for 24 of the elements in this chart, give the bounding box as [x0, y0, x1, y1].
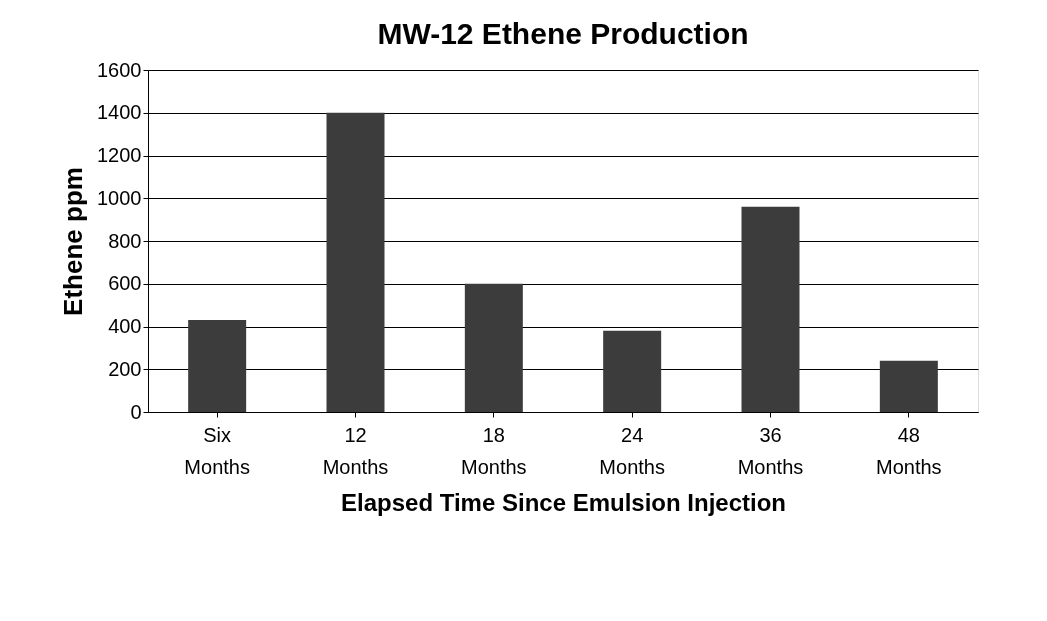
x-tick-label: 12 Months [322, 423, 389, 478]
bar [464, 283, 523, 412]
bar [603, 330, 662, 412]
bar [879, 360, 938, 412]
x-tick-label: 48 Months [876, 423, 942, 478]
x-axis-title: Elapsed Time Since Emulsion Injection [340, 488, 787, 516]
y-tick-label: 600 [108, 272, 142, 295]
bar [326, 112, 385, 412]
x-tick-label: 24 Months [599, 423, 665, 478]
y-tick-label: 1400 [97, 101, 142, 124]
y-tick-label: 800 [108, 229, 142, 252]
y-tick-label: 1000 [97, 186, 142, 209]
y-tick-label: 400 [108, 315, 142, 337]
x-tick-label: 36 Months [737, 423, 804, 478]
bar [188, 320, 247, 412]
y-axis-title: Ethene ppm [58, 167, 89, 316]
y-tick-label: 200 [108, 357, 142, 380]
x-tick-label: 18 Months [461, 423, 527, 478]
x-tick-label: Six Months [184, 423, 250, 478]
y-tick-label: 1200 [97, 144, 142, 166]
bar [741, 206, 800, 412]
chart-title: MW-12 Ethene Production [377, 17, 749, 50]
y-tick-label: 0 [130, 400, 142, 423]
y-tick-label: 1600 [97, 58, 142, 81]
